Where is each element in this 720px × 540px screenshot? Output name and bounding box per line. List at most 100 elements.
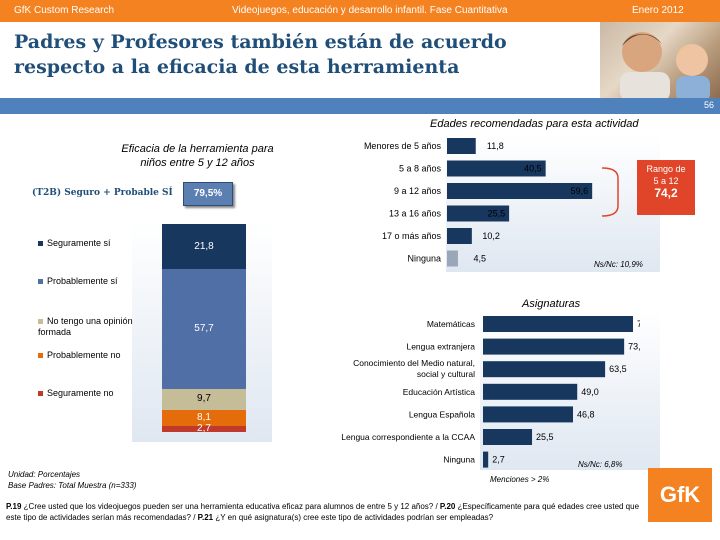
ages-category-17-o-mas-anos: 17 o más años — [382, 231, 442, 241]
footer-questions: P.19 ¿Cree usted que los videojuegos pue… — [6, 501, 646, 523]
footer-p21-label: P.21 — [197, 513, 214, 522]
unit-line1: Unidad: Porcentajes — [8, 470, 81, 479]
legend-item-seguramente-si: Seguramente sí — [38, 238, 111, 249]
subjects-bar-matematicas — [483, 316, 633, 332]
header-date: Enero 2012 — [632, 5, 684, 16]
subjects-bar-lengua-espanola — [483, 406, 573, 423]
rango-bracket — [601, 167, 619, 217]
legend-label: Seguramente sí — [47, 238, 111, 248]
ages-value-13-a-16-anos: 25,5 — [488, 209, 506, 219]
legend-swatch — [38, 319, 43, 325]
subjects-bar-ninguna — [483, 451, 489, 468]
ages-title: Edades recomendadas para esta actividad — [430, 118, 639, 130]
efficacy-stacked-bar: 21,8 57,7 9,7 8,1 2,7 — [162, 224, 246, 434]
ages-bar-13-a-16-anos — [447, 205, 510, 222]
legend-swatch — [38, 353, 43, 359]
rango-value: 74,2 — [654, 186, 678, 200]
t2b-value-box: 79,5% — [183, 182, 233, 206]
subjects-value-matematicas: 78,0 — [637, 319, 640, 329]
subjects-category-line: social y cultural — [417, 369, 475, 379]
subjects-category-ninguna: Ninguna — [443, 455, 475, 465]
ages-value-9-a-12-anos: 59,6 — [571, 186, 589, 196]
efficacy-title-line2: niños entre 5 y 12 años — [140, 157, 255, 169]
subjects-category-lengua-correspondiente-a-la-ccaa: Lengua correspondiente a la CCAA — [341, 432, 475, 442]
ages-bar-17-o-mas-anos — [447, 228, 472, 244]
top-header-bar: GfK Custom Research Videojuegos, educaci… — [0, 0, 720, 22]
photo-illustration — [620, 32, 710, 98]
ages-chart: Menores de 5 años 11,8 5 a 8 años 40,5 9 a 1… — [364, 138, 593, 267]
legend-item-no-opinion: No tengo una opinión formada — [38, 316, 133, 338]
stack-segment-no-tengo-una-opinion-formada: 9,7 — [162, 389, 246, 410]
legend-swatch — [38, 391, 43, 397]
stack-segment-probablemente-no: 8,1 — [162, 409, 246, 427]
subjects-value-ninguna: 2,7 — [492, 455, 505, 465]
legend-label: Probablemente sí — [47, 276, 118, 286]
header-company: GfK Custom Research — [14, 5, 115, 16]
legend-item-probablemente-no: Probablemente no — [38, 350, 121, 361]
subjects-bar-lengua-correspondiente-a-la-ccaa — [483, 429, 533, 445]
page-title-line2: respecto a la eficacia de esta herramien… — [14, 56, 460, 78]
efficacy-legend: Seguramente sí Probablemente sí No tengo… — [38, 238, 133, 408]
legend-swatch — [38, 279, 43, 285]
ages-category-5-a-8-anos: 5 a 8 años — [399, 164, 442, 174]
ages-bar-9-a-12-anos — [447, 183, 593, 199]
efficacy-title: Eficacia de la herramienta para niños en… — [100, 142, 295, 170]
unit-note: Unidad: Porcentajes Base Padres: Total M… — [8, 469, 136, 491]
subjects-category-educacion-artistica: Educación Artística — [403, 387, 476, 397]
section-rule — [0, 98, 720, 114]
ages-bar-ninguna — [447, 250, 458, 267]
rango-label-line1: Rango de — [646, 164, 686, 174]
stack-segment-seguramente-no: 2,7 — [162, 424, 246, 434]
subjects-value-lengua-correspondiente-a-la-ccaa: 25,5 — [536, 432, 554, 442]
unit-line2: Base Padres: Total Muestra (n=333) — [8, 481, 137, 490]
gfk-logo: GfK — [648, 468, 712, 522]
ages-value-17-o-mas-anos: 10,2 — [482, 231, 500, 241]
footer-p20-text: ¿Específicamente para qué edades cree us… — [6, 502, 640, 522]
ages-category-9-a-12-anos: 9 a 12 años — [394, 186, 442, 196]
subjects-category-lengua-extranjera: Lengua extranjera — [406, 342, 475, 352]
rango-box: Rango de 5 a 12 74,2 — [637, 160, 695, 215]
legend-label: No tengo una opinión formada — [38, 316, 133, 337]
subjects-bar-conocimiento-del-medio-natural-social-y-cultural — [483, 361, 606, 378]
subjects-category-lengua-espanola: Lengua Española — [409, 409, 475, 419]
page-title: Padres y Profesores también están de acu… — [14, 30, 534, 80]
ages-category-13-a-16-anos: 13 a 16 años — [389, 209, 442, 219]
stack-segment-seguramente-si: 21,8 — [162, 224, 246, 270]
slide-number: 56 — [703, 100, 714, 110]
ages-bar-5-a-8-anos — [447, 160, 546, 177]
legend-swatch — [38, 241, 43, 247]
rango-label-line2: 5 a 12 — [653, 176, 679, 186]
subjects-bar-educacion-artistica — [483, 383, 578, 400]
footer-p20-label: P.20 — [439, 502, 456, 511]
footer-p21-text: ¿Y en qué asignatura(s) cree este tipo d… — [213, 513, 494, 522]
footer-p19-label: P.19 — [6, 502, 22, 511]
ages-panel — [446, 136, 660, 272]
ages-category-menores-de-5-anos: Menores de 5 años — [364, 141, 442, 151]
subjects-footnote: Menciones > 2% — [490, 475, 550, 484]
ages-value-ninguna: 4,5 — [473, 254, 486, 264]
subjects-chart: Matemáticas 78,0 Lengua extranjera 73,4 Cono… — [341, 316, 640, 468]
efficacy-title-line1: Eficacia de la herramienta para — [121, 143, 274, 155]
subjects-title: Asignaturas — [522, 298, 581, 310]
ages-category-ninguna: Ninguna — [407, 254, 441, 264]
footer-p19-text: ¿Cree usted que los videojuegos pueden s… — [21, 502, 440, 511]
legend-label: Probablemente no — [47, 350, 121, 360]
t2b-label: (T2B) Seguro + Probable SÍ — [32, 188, 173, 198]
legend-label: Seguramente no — [47, 388, 114, 398]
subjects-value-conocimiento-del-medio-natural-social-y-cultural: 63,5 — [609, 364, 627, 374]
page-title-line1: Padres y Profesores también están de acu… — [14, 31, 507, 53]
subjects-value-lengua-espanola: 46,8 — [577, 409, 595, 419]
legend-item-probablemente-si: Probablemente sí — [38, 276, 118, 287]
stack-segment-probablemente-si: 57,7 — [162, 269, 246, 390]
legend-item-seguramente-no: Seguramente no — [38, 388, 114, 399]
parent-child-photo — [600, 22, 720, 98]
ages-ns-nc: Ns/Nc: 10,9% — [594, 260, 643, 269]
ages-bar-menores-de-5-anos — [447, 138, 476, 154]
subjects-ns-nc: Ns/Nc: 6,8% — [578, 460, 623, 469]
ages-value-menores-de-5-anos: 11,8 — [487, 141, 504, 151]
subjects-category-conocimiento-del-medio-natural-social-y-cultural: Conocimiento del Medio natural, social y … — [353, 358, 475, 379]
header-study: Videojuegos, educación y desarrollo infa… — [232, 5, 508, 16]
subjects-category-matematicas: Matemáticas — [427, 319, 475, 329]
ages-value-5-a-8-anos: 40,5 — [524, 164, 542, 174]
subjects-category-line: Conocimiento del Medio natural, — [353, 358, 475, 368]
